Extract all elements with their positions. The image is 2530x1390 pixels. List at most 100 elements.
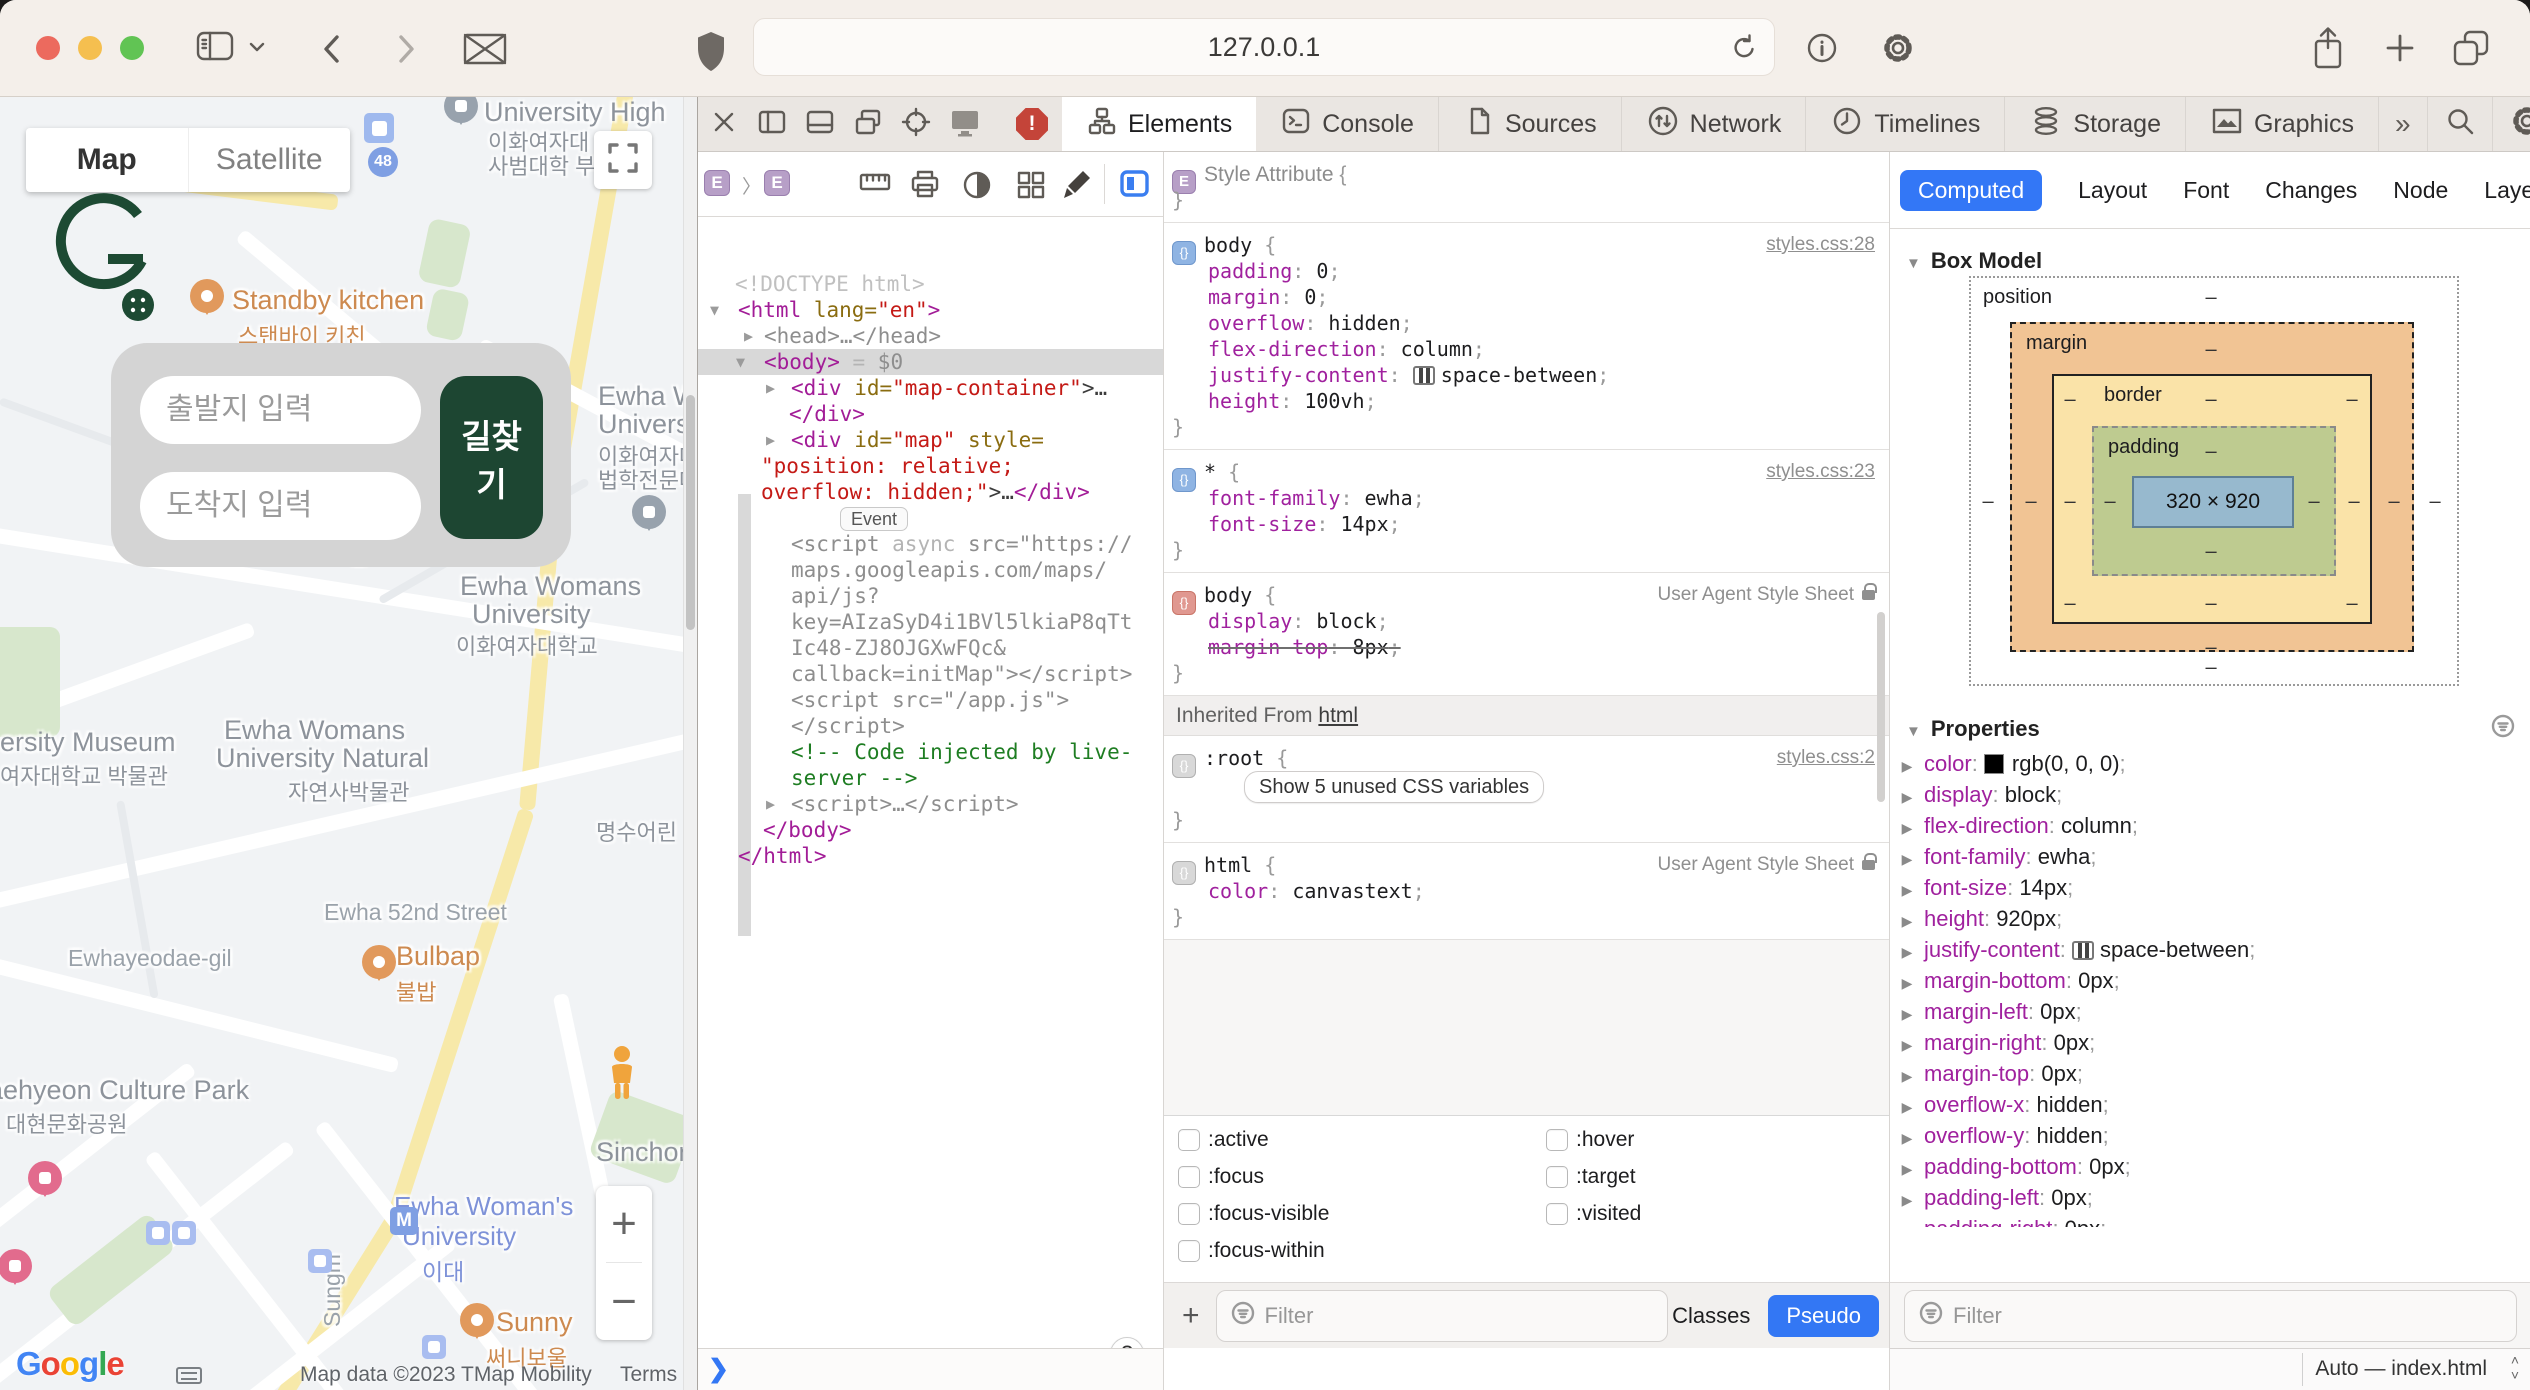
css-rule[interactable]: {}:root {styles.css:2 Show 5 unused CSS v…	[1164, 736, 1889, 843]
pseudo-checkbox-target[interactable]	[1546, 1166, 1568, 1188]
computed-property-row[interactable]: ▶ margin-right: 0px;	[1901, 1030, 2096, 1055]
computed-property-row[interactable]: ▶ display: block;	[1901, 782, 2063, 807]
css-property[interactable]: font-size: 14px;	[1208, 512, 1401, 536]
computed-property-row[interactable]: ▶padding-right: 0px;	[1890, 1213, 2530, 1227]
rule-selector[interactable]: body	[1204, 233, 1253, 257]
computed-property-row[interactable]: ▶ padding-left: 0px;	[1901, 1185, 2093, 1210]
show-unused-variables-button[interactable]: Show 5 unused CSS variables	[1244, 771, 1545, 803]
devtools-search-icon[interactable]	[2428, 97, 2493, 151]
device-settings-icon[interactable]	[948, 106, 982, 143]
computed-property-row[interactable]: ▶ overflow-y: hidden;	[1901, 1123, 2109, 1148]
computed-property-row[interactable]: ▶ color: rgb(0, 0, 0);	[1901, 751, 2126, 776]
origin-input[interactable]	[140, 376, 421, 444]
appearance-toggle-icon[interactable]	[960, 168, 994, 207]
disclosure-triangle[interactable]: ▶	[766, 795, 776, 813]
collapse-triangle[interactable]: ▼	[1906, 255, 1921, 272]
pseudo-checkbox-hover[interactable]	[1546, 1129, 1568, 1151]
computed-property-row[interactable]: ▶ padding-bottom: 0px;	[1901, 1154, 2131, 1179]
hotel-poi-pin[interactable]	[28, 1161, 62, 1195]
privacy-shield-icon[interactable]	[694, 30, 728, 74]
rule-selector[interactable]: html	[1204, 853, 1253, 877]
new-tab-icon[interactable]	[2384, 32, 2416, 64]
computed-property-row[interactable]: ▶ font-family: ewha;	[1901, 844, 2097, 869]
dom-tree-row[interactable]: </script>	[698, 713, 1163, 739]
sidebar-tab-node[interactable]: Node	[2393, 176, 2449, 203]
dom-tree-row[interactable]: "position: relative;	[698, 453, 1163, 479]
dom-tree-row[interactable]: Event	[698, 505, 1163, 531]
dom-tree-row[interactable]: ▶ <div id="map" style=	[698, 427, 1163, 453]
forward-button[interactable]	[392, 32, 420, 66]
sidebar-tab-font[interactable]: Font	[2183, 176, 2230, 203]
css-rule[interactable]: E Style Attribute {}	[1164, 152, 1889, 223]
keyboard-shortcuts-icon[interactable]	[176, 1367, 202, 1384]
css-property[interactable]: justify-content: space-between;	[1208, 363, 1610, 387]
css-property[interactable]: height: 100vh;	[1208, 389, 1377, 413]
bus-stop-icon[interactable]	[146, 1221, 170, 1245]
styles-scrollbar-thumb[interactable]	[1877, 612, 1885, 802]
dom-tree-row[interactable]: <script src="/app.js">	[698, 687, 1163, 713]
computed-property-row[interactable]: ▶ margin-left: 0px;	[1901, 999, 2082, 1024]
reload-icon[interactable]	[1728, 32, 1760, 64]
rule-source-link[interactable]: styles.css:28	[1766, 234, 1875, 255]
reader-info-icon[interactable]	[1804, 30, 1840, 66]
dom-tree-row[interactable]: Ic48-ZJ8OJGXwFQc&	[698, 635, 1163, 661]
rule-source-link[interactable]: User Agent Style Sheet	[1658, 582, 1877, 608]
dom-tree-row[interactable]: <script async src="https://	[698, 531, 1163, 557]
dom-tree-row[interactable]: overflow: hidden;">…</div>	[698, 479, 1163, 505]
devtools-tab-timelines[interactable]: Timelines	[1806, 97, 2006, 151]
dom-tree-row[interactable]: ▶ <script>…</script>	[698, 791, 1163, 817]
fullscreen-button[interactable]	[594, 131, 652, 189]
grad-poi-pin[interactable]	[632, 495, 666, 529]
rule-source-link[interactable]: User Agent Style Sheet	[1658, 852, 1877, 878]
color-swatch[interactable]	[1983, 754, 2004, 774]
css-rule[interactable]: {} body {styles.css:28 padding: 0; margin: …	[1164, 223, 1889, 450]
new-rule-button[interactable]: +	[1182, 1298, 1200, 1332]
map-type-map-button[interactable]: Map	[76, 143, 137, 176]
devtools-settings-icon[interactable]	[2493, 97, 2530, 151]
css-rule[interactable]: {} * {styles.css:23 font-family: ewha; font…	[1164, 450, 1889, 573]
dock-side-icon[interactable]	[756, 106, 788, 143]
inherited-node-link[interactable]: html	[1318, 704, 1359, 727]
zoom-window-button[interactable]	[120, 36, 144, 60]
dom-tree-row[interactable]: </body>	[698, 817, 1163, 843]
css-property[interactable]: padding: 0;	[1208, 259, 1341, 283]
sidebar-icon[interactable]	[196, 29, 234, 63]
computed-filter-input[interactable]: Filter	[1904, 1289, 2517, 1342]
destination-input[interactable]	[140, 472, 421, 540]
bus-stop-icon[interactable]	[172, 1221, 196, 1245]
collapse-triangle[interactable]: ▼	[1906, 723, 1921, 740]
rule-selector[interactable]: body	[1204, 583, 1253, 607]
settings-gear-icon[interactable]	[1880, 30, 1916, 66]
css-property[interactable]: flex-direction: column;	[1208, 337, 1485, 361]
zoom-out-button[interactable]: −	[611, 1277, 637, 1326]
sidebar-tab-changes[interactable]: Changes	[2265, 176, 2358, 203]
hotel-poi-pin[interactable]	[0, 1249, 32, 1283]
find-route-button[interactable]: 길찾기	[440, 376, 543, 539]
sidebar-tab-layers[interactable]: Layers	[2484, 176, 2530, 203]
chevron-down-icon[interactable]	[248, 40, 266, 54]
bus-stop-icon[interactable]	[308, 1249, 332, 1273]
scrollbar-thumb[interactable]	[686, 395, 695, 630]
styles-brush-icon[interactable]	[1060, 168, 1094, 207]
metro-station-badge[interactable]: M	[390, 1207, 418, 1235]
element-picker-icon[interactable]	[1118, 168, 1152, 205]
dom-tree-row[interactable]: maps.googleapis.com/maps/	[698, 557, 1163, 583]
grid-overlay-icon[interactable]	[1014, 168, 1048, 207]
box-model-content[interactable]: 320 × 920	[2132, 476, 2294, 528]
food-poi-pin[interactable]	[362, 945, 396, 979]
classes-toggle-button[interactable]: Classes	[1672, 1302, 1751, 1328]
css-property[interactable]: color: canvastext;	[1208, 879, 1425, 903]
share-icon[interactable]	[2310, 26, 2346, 72]
dock-bottom-icon[interactable]	[804, 106, 836, 143]
terms-link[interactable]: Terms	[620, 1363, 678, 1386]
dom-tree-row[interactable]: <!DOCTYPE html>	[698, 271, 1163, 297]
google-logo[interactable]: Google	[16, 1345, 125, 1382]
food-poi-pin[interactable]	[190, 279, 224, 313]
disclosure-triangle[interactable]: ▶	[744, 327, 754, 345]
dom-tree-row[interactable]: server -->	[698, 765, 1163, 791]
css-property[interactable]: margin: 0;	[1208, 285, 1329, 309]
devtools-tab-sources[interactable]: Sources	[1439, 97, 1622, 151]
close-window-button[interactable]	[36, 36, 60, 60]
css-property[interactable]: display: block;	[1208, 609, 1389, 633]
pseudo-checkbox-visited[interactable]	[1546, 1203, 1568, 1225]
